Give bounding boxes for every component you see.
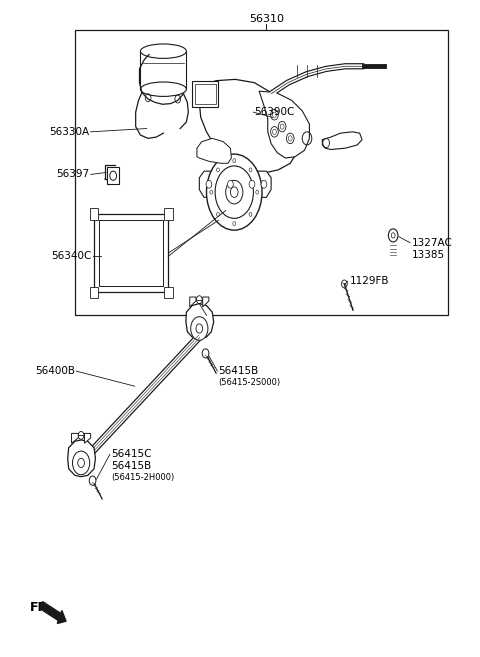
Text: 1129FB: 1129FB bbox=[350, 277, 390, 286]
Circle shape bbox=[196, 324, 203, 333]
Polygon shape bbox=[90, 208, 98, 219]
Polygon shape bbox=[90, 286, 98, 298]
Text: 56330A: 56330A bbox=[49, 127, 89, 137]
Text: (56415-2H000): (56415-2H000) bbox=[111, 473, 174, 482]
Circle shape bbox=[288, 136, 292, 141]
Text: 13385: 13385 bbox=[412, 250, 445, 260]
Polygon shape bbox=[199, 171, 271, 197]
Text: FR.: FR. bbox=[29, 600, 52, 614]
Circle shape bbox=[261, 180, 267, 188]
Circle shape bbox=[226, 180, 243, 204]
Circle shape bbox=[256, 190, 259, 194]
Circle shape bbox=[287, 133, 294, 144]
Circle shape bbox=[206, 180, 212, 188]
Polygon shape bbox=[199, 79, 300, 173]
Ellipse shape bbox=[141, 82, 186, 97]
Circle shape bbox=[249, 180, 255, 188]
Circle shape bbox=[273, 129, 276, 135]
Circle shape bbox=[216, 168, 219, 172]
Text: 56310: 56310 bbox=[249, 14, 284, 24]
Circle shape bbox=[280, 124, 284, 129]
Polygon shape bbox=[141, 51, 186, 89]
Polygon shape bbox=[164, 208, 172, 219]
Polygon shape bbox=[192, 81, 218, 107]
Polygon shape bbox=[164, 286, 172, 298]
Circle shape bbox=[206, 154, 262, 230]
Polygon shape bbox=[79, 333, 201, 466]
Circle shape bbox=[271, 110, 278, 120]
Polygon shape bbox=[323, 132, 362, 150]
Bar bbox=[75, 30, 448, 315]
Circle shape bbox=[215, 166, 253, 218]
Text: (56415-2S000): (56415-2S000) bbox=[218, 378, 281, 387]
Text: 1327AC: 1327AC bbox=[412, 238, 453, 248]
Circle shape bbox=[249, 212, 252, 216]
Circle shape bbox=[249, 168, 252, 172]
Polygon shape bbox=[259, 91, 310, 158]
Text: 56390C: 56390C bbox=[254, 107, 295, 117]
Polygon shape bbox=[108, 168, 120, 184]
Circle shape bbox=[210, 190, 213, 194]
Circle shape bbox=[233, 221, 236, 225]
Circle shape bbox=[191, 317, 208, 340]
Circle shape bbox=[89, 476, 96, 485]
Text: 56415B: 56415B bbox=[218, 366, 259, 376]
Polygon shape bbox=[186, 304, 214, 338]
Text: 56415B: 56415B bbox=[111, 461, 151, 470]
Text: 56397: 56397 bbox=[56, 170, 89, 179]
Text: 56340C: 56340C bbox=[51, 252, 92, 261]
Ellipse shape bbox=[141, 44, 186, 58]
Polygon shape bbox=[194, 84, 216, 104]
FancyArrow shape bbox=[40, 602, 66, 623]
Text: 56415C: 56415C bbox=[111, 449, 151, 459]
Polygon shape bbox=[197, 139, 231, 164]
Circle shape bbox=[278, 122, 286, 132]
Circle shape bbox=[273, 112, 276, 118]
Circle shape bbox=[230, 187, 238, 197]
Circle shape bbox=[228, 180, 233, 188]
Circle shape bbox=[233, 159, 236, 163]
Circle shape bbox=[271, 127, 278, 137]
Text: 56400B: 56400B bbox=[35, 366, 75, 376]
Polygon shape bbox=[68, 440, 96, 477]
Circle shape bbox=[216, 212, 219, 216]
Polygon shape bbox=[99, 220, 163, 286]
Polygon shape bbox=[84, 434, 91, 443]
Polygon shape bbox=[94, 214, 168, 292]
Polygon shape bbox=[190, 297, 196, 307]
Circle shape bbox=[78, 459, 84, 468]
Polygon shape bbox=[203, 297, 209, 307]
Polygon shape bbox=[72, 434, 78, 443]
Circle shape bbox=[72, 451, 90, 475]
Polygon shape bbox=[223, 91, 276, 129]
Circle shape bbox=[202, 349, 209, 358]
